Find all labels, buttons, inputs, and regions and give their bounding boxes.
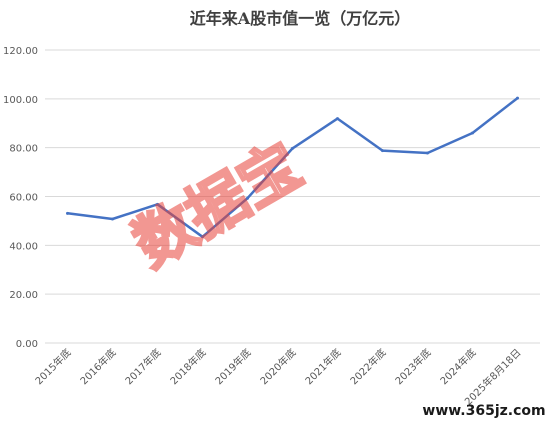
data-point: [336, 117, 339, 121]
footer-site-text: www.365jz.com: [422, 403, 545, 419]
data-point: [201, 235, 204, 239]
data-point: [471, 131, 474, 135]
series-layer: [66, 96, 519, 239]
y-tick-label: 120.00: [3, 46, 38, 57]
x-tick-label: 2023年底: [392, 346, 433, 387]
y-axis-ticks: 0.00 20.00 40.00 60.00 80.00 100.00 120.00: [3, 46, 38, 350]
x-axis-ticks: 2015年底 2016年底 2017年底 2018年底 2019年底 2020年底 2021…: [32, 346, 523, 408]
data-point: [111, 217, 114, 221]
y-tick-label: 60.00: [9, 193, 38, 204]
y-tick-label: 80.00: [9, 144, 38, 155]
data-point: [516, 96, 519, 100]
y-tick-label: 40.00: [9, 241, 38, 252]
x-tick-label: 2020年底: [257, 346, 298, 387]
chart-title: 近年来A股市值一览（万亿元）: [190, 9, 410, 28]
x-tick-label: 2015年底: [32, 346, 73, 387]
x-tick-label: 2017年底: [122, 346, 163, 387]
data-point: [381, 149, 384, 153]
x-tick-label: 2019年底: [212, 346, 253, 387]
y-tick-label: 100.00: [3, 95, 38, 106]
x-tick-label: 2021年底: [302, 346, 343, 387]
y-tick-label: 0.00: [16, 339, 38, 350]
data-point: [156, 202, 159, 206]
x-tick-label: 2018年底: [167, 346, 208, 387]
data-point: [426, 151, 429, 155]
y-tick-label: 20.00: [9, 290, 38, 301]
data-point: [246, 196, 249, 200]
x-tick-label: 2024年底: [437, 346, 478, 387]
x-tick-label: 2016年底: [77, 346, 118, 387]
data-point: [291, 146, 294, 150]
x-tick-label: 2022年底: [347, 346, 388, 387]
data-point: [66, 211, 69, 215]
watermark-text: 数据宝: [123, 130, 314, 281]
watermark-logo: 数据宝: [121, 129, 314, 282]
